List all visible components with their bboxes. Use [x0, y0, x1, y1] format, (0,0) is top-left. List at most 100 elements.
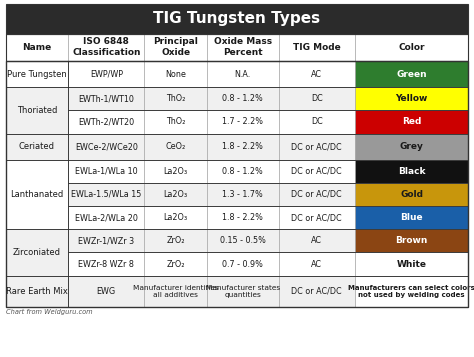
Text: ZrO₂: ZrO₂ — [166, 260, 185, 268]
Bar — [68, 134, 145, 160]
Bar — [6, 134, 68, 160]
Text: EWZr-1/WZr 3: EWZr-1/WZr 3 — [78, 236, 134, 245]
Text: None: None — [165, 70, 186, 79]
Bar — [279, 229, 355, 252]
Text: ISO 6848
Classification: ISO 6848 Classification — [72, 37, 141, 57]
Bar — [6, 160, 68, 229]
Text: EWLa-1.5/WLa 15: EWLa-1.5/WLa 15 — [71, 190, 142, 199]
Text: Grey: Grey — [400, 142, 424, 151]
Bar — [68, 252, 468, 276]
Text: DC or AC/DC: DC or AC/DC — [292, 167, 342, 176]
Text: N.A.: N.A. — [235, 70, 251, 79]
Bar — [145, 87, 207, 110]
Bar — [355, 134, 468, 160]
Bar — [207, 229, 279, 252]
Bar — [279, 206, 355, 229]
Text: ZrO₂: ZrO₂ — [166, 236, 185, 245]
Bar — [207, 87, 279, 110]
Bar — [68, 160, 145, 183]
Bar — [279, 34, 355, 61]
Bar — [6, 87, 68, 134]
Bar — [68, 61, 468, 87]
Text: 0.15 - 0.5%: 0.15 - 0.5% — [220, 236, 266, 245]
Text: EWCe-2/WCe20: EWCe-2/WCe20 — [75, 142, 138, 151]
Text: La2O₃: La2O₃ — [164, 167, 188, 176]
Text: TIG Mode: TIG Mode — [293, 43, 341, 52]
Bar — [6, 160, 68, 229]
Bar — [145, 206, 207, 229]
Text: Thoriated: Thoriated — [17, 106, 57, 115]
Text: ThO₂: ThO₂ — [166, 117, 185, 126]
Text: 1.7 - 2.2%: 1.7 - 2.2% — [222, 117, 263, 126]
Text: Green: Green — [396, 70, 427, 79]
Bar — [355, 183, 468, 206]
Bar — [68, 206, 468, 229]
Bar — [355, 160, 468, 183]
Text: DC: DC — [311, 94, 323, 103]
Bar — [68, 160, 468, 183]
Bar — [207, 61, 279, 87]
Text: Rare Earth Mix: Rare Earth Mix — [6, 287, 68, 296]
Bar — [355, 252, 468, 276]
Bar — [6, 34, 468, 61]
Text: La2O₃: La2O₃ — [164, 213, 188, 222]
Text: 0.7 - 0.9%: 0.7 - 0.9% — [222, 260, 263, 268]
Bar — [355, 61, 468, 87]
Bar — [145, 229, 207, 252]
Bar — [6, 61, 68, 87]
Bar — [6, 87, 68, 134]
Bar — [68, 87, 145, 110]
Text: 1.8 - 2.2%: 1.8 - 2.2% — [222, 142, 263, 151]
Bar — [68, 276, 145, 307]
Bar — [145, 160, 207, 183]
Bar — [68, 183, 145, 206]
Text: 0.8 - 1.2%: 0.8 - 1.2% — [222, 94, 263, 103]
Text: Name: Name — [22, 43, 52, 52]
Text: Principal
Oxide: Principal Oxide — [153, 37, 198, 57]
Text: Oxide Mass
Percent: Oxide Mass Percent — [214, 37, 272, 57]
Text: 0.8 - 1.2%: 0.8 - 1.2% — [222, 167, 263, 176]
Bar — [6, 134, 68, 160]
Bar — [207, 160, 279, 183]
Bar — [145, 110, 207, 134]
Bar — [6, 4, 468, 34]
Bar — [279, 110, 355, 134]
Bar — [6, 229, 68, 276]
Text: EWG: EWG — [97, 287, 116, 296]
Bar — [279, 87, 355, 110]
Bar — [68, 134, 468, 160]
Text: DC or AC/DC: DC or AC/DC — [292, 213, 342, 222]
Bar — [207, 252, 279, 276]
Bar — [355, 206, 468, 229]
Text: TIG Tungsten Types: TIG Tungsten Types — [154, 11, 320, 26]
Text: Brown: Brown — [395, 236, 428, 245]
Text: EWLa-1/WLa 10: EWLa-1/WLa 10 — [75, 167, 137, 176]
Bar — [355, 34, 468, 61]
Text: La2O₃: La2O₃ — [164, 190, 188, 199]
Text: Zirconiated: Zirconiated — [13, 248, 61, 257]
Bar — [207, 134, 279, 160]
Bar — [68, 110, 468, 134]
Text: EWZr-8 WZr 8: EWZr-8 WZr 8 — [78, 260, 134, 268]
Text: Yellow: Yellow — [395, 94, 428, 103]
Bar — [279, 183, 355, 206]
Bar — [145, 276, 207, 307]
Bar — [6, 61, 68, 87]
Bar — [68, 34, 145, 61]
Bar — [68, 183, 468, 206]
Bar — [6, 61, 468, 307]
Text: White: White — [397, 260, 427, 268]
Text: EWTh-1/WT10: EWTh-1/WT10 — [78, 94, 134, 103]
Bar — [207, 34, 279, 61]
Bar — [68, 252, 145, 276]
Text: ThO₂: ThO₂ — [166, 94, 185, 103]
Bar — [6, 229, 68, 276]
Text: Pure Tungsten: Pure Tungsten — [7, 70, 67, 79]
Bar — [355, 276, 468, 307]
Bar — [279, 276, 355, 307]
Bar — [68, 110, 145, 134]
Text: EWP/WP: EWP/WP — [90, 70, 123, 79]
Text: Color: Color — [398, 43, 425, 52]
Bar — [6, 276, 68, 307]
Bar — [355, 110, 468, 134]
